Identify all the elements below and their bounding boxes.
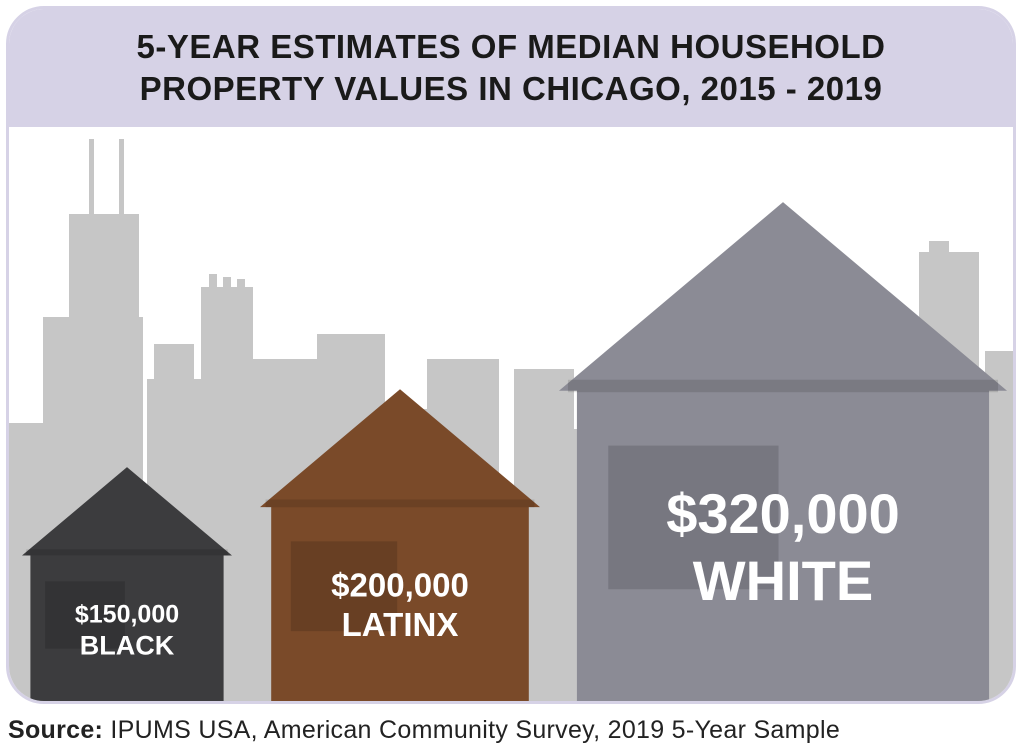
skyline-building: [929, 241, 949, 261]
house-body: [576, 381, 990, 701]
skyline-building: [89, 139, 94, 219]
house-window: [45, 581, 125, 649]
house-eave: [26, 549, 228, 556]
title-band: 5-YEAR ESTIMATES OF MEDIAN HOUSEHOLD PRO…: [9, 9, 1013, 127]
house-roof: [559, 202, 1007, 391]
infographic-frame: $150,000 BLACK $200,000 LATINX $320,000 WHITE…: [6, 6, 1016, 704]
skyline-building: [237, 279, 245, 294]
value-label: $200,000: [331, 566, 469, 603]
value-label: $150,000: [75, 600, 179, 628]
chart-title: 5-YEAR ESTIMATES OF MEDIAN HOUSEHOLD PRO…: [136, 28, 886, 107]
skyline-building: [223, 277, 231, 292]
house-roof: [260, 389, 540, 508]
house-body: [30, 551, 224, 701]
source-lead: Source:: [8, 716, 104, 744]
category-label: LATINX: [342, 606, 459, 643]
value-label: $320,000: [666, 482, 900, 545]
house-bar-black: $150,000 BLACK: [22, 467, 232, 701]
house-window: [608, 445, 779, 590]
house-roof: [22, 467, 232, 556]
skyline-building: [119, 139, 124, 219]
source-text: IPUMS USA, American Community Survey, 20…: [103, 716, 841, 744]
house-eave: [567, 379, 999, 393]
house-body: [271, 501, 529, 701]
skyline-building: [154, 344, 194, 384]
category-label: WHITE: [693, 549, 873, 612]
house-eave: [265, 499, 535, 508]
house-window: [290, 541, 398, 632]
skyline-building: [209, 274, 217, 289]
source-note: Source: IPUMS USA, American Community Su…: [8, 716, 840, 745]
category-label: BLACK: [80, 631, 175, 661]
